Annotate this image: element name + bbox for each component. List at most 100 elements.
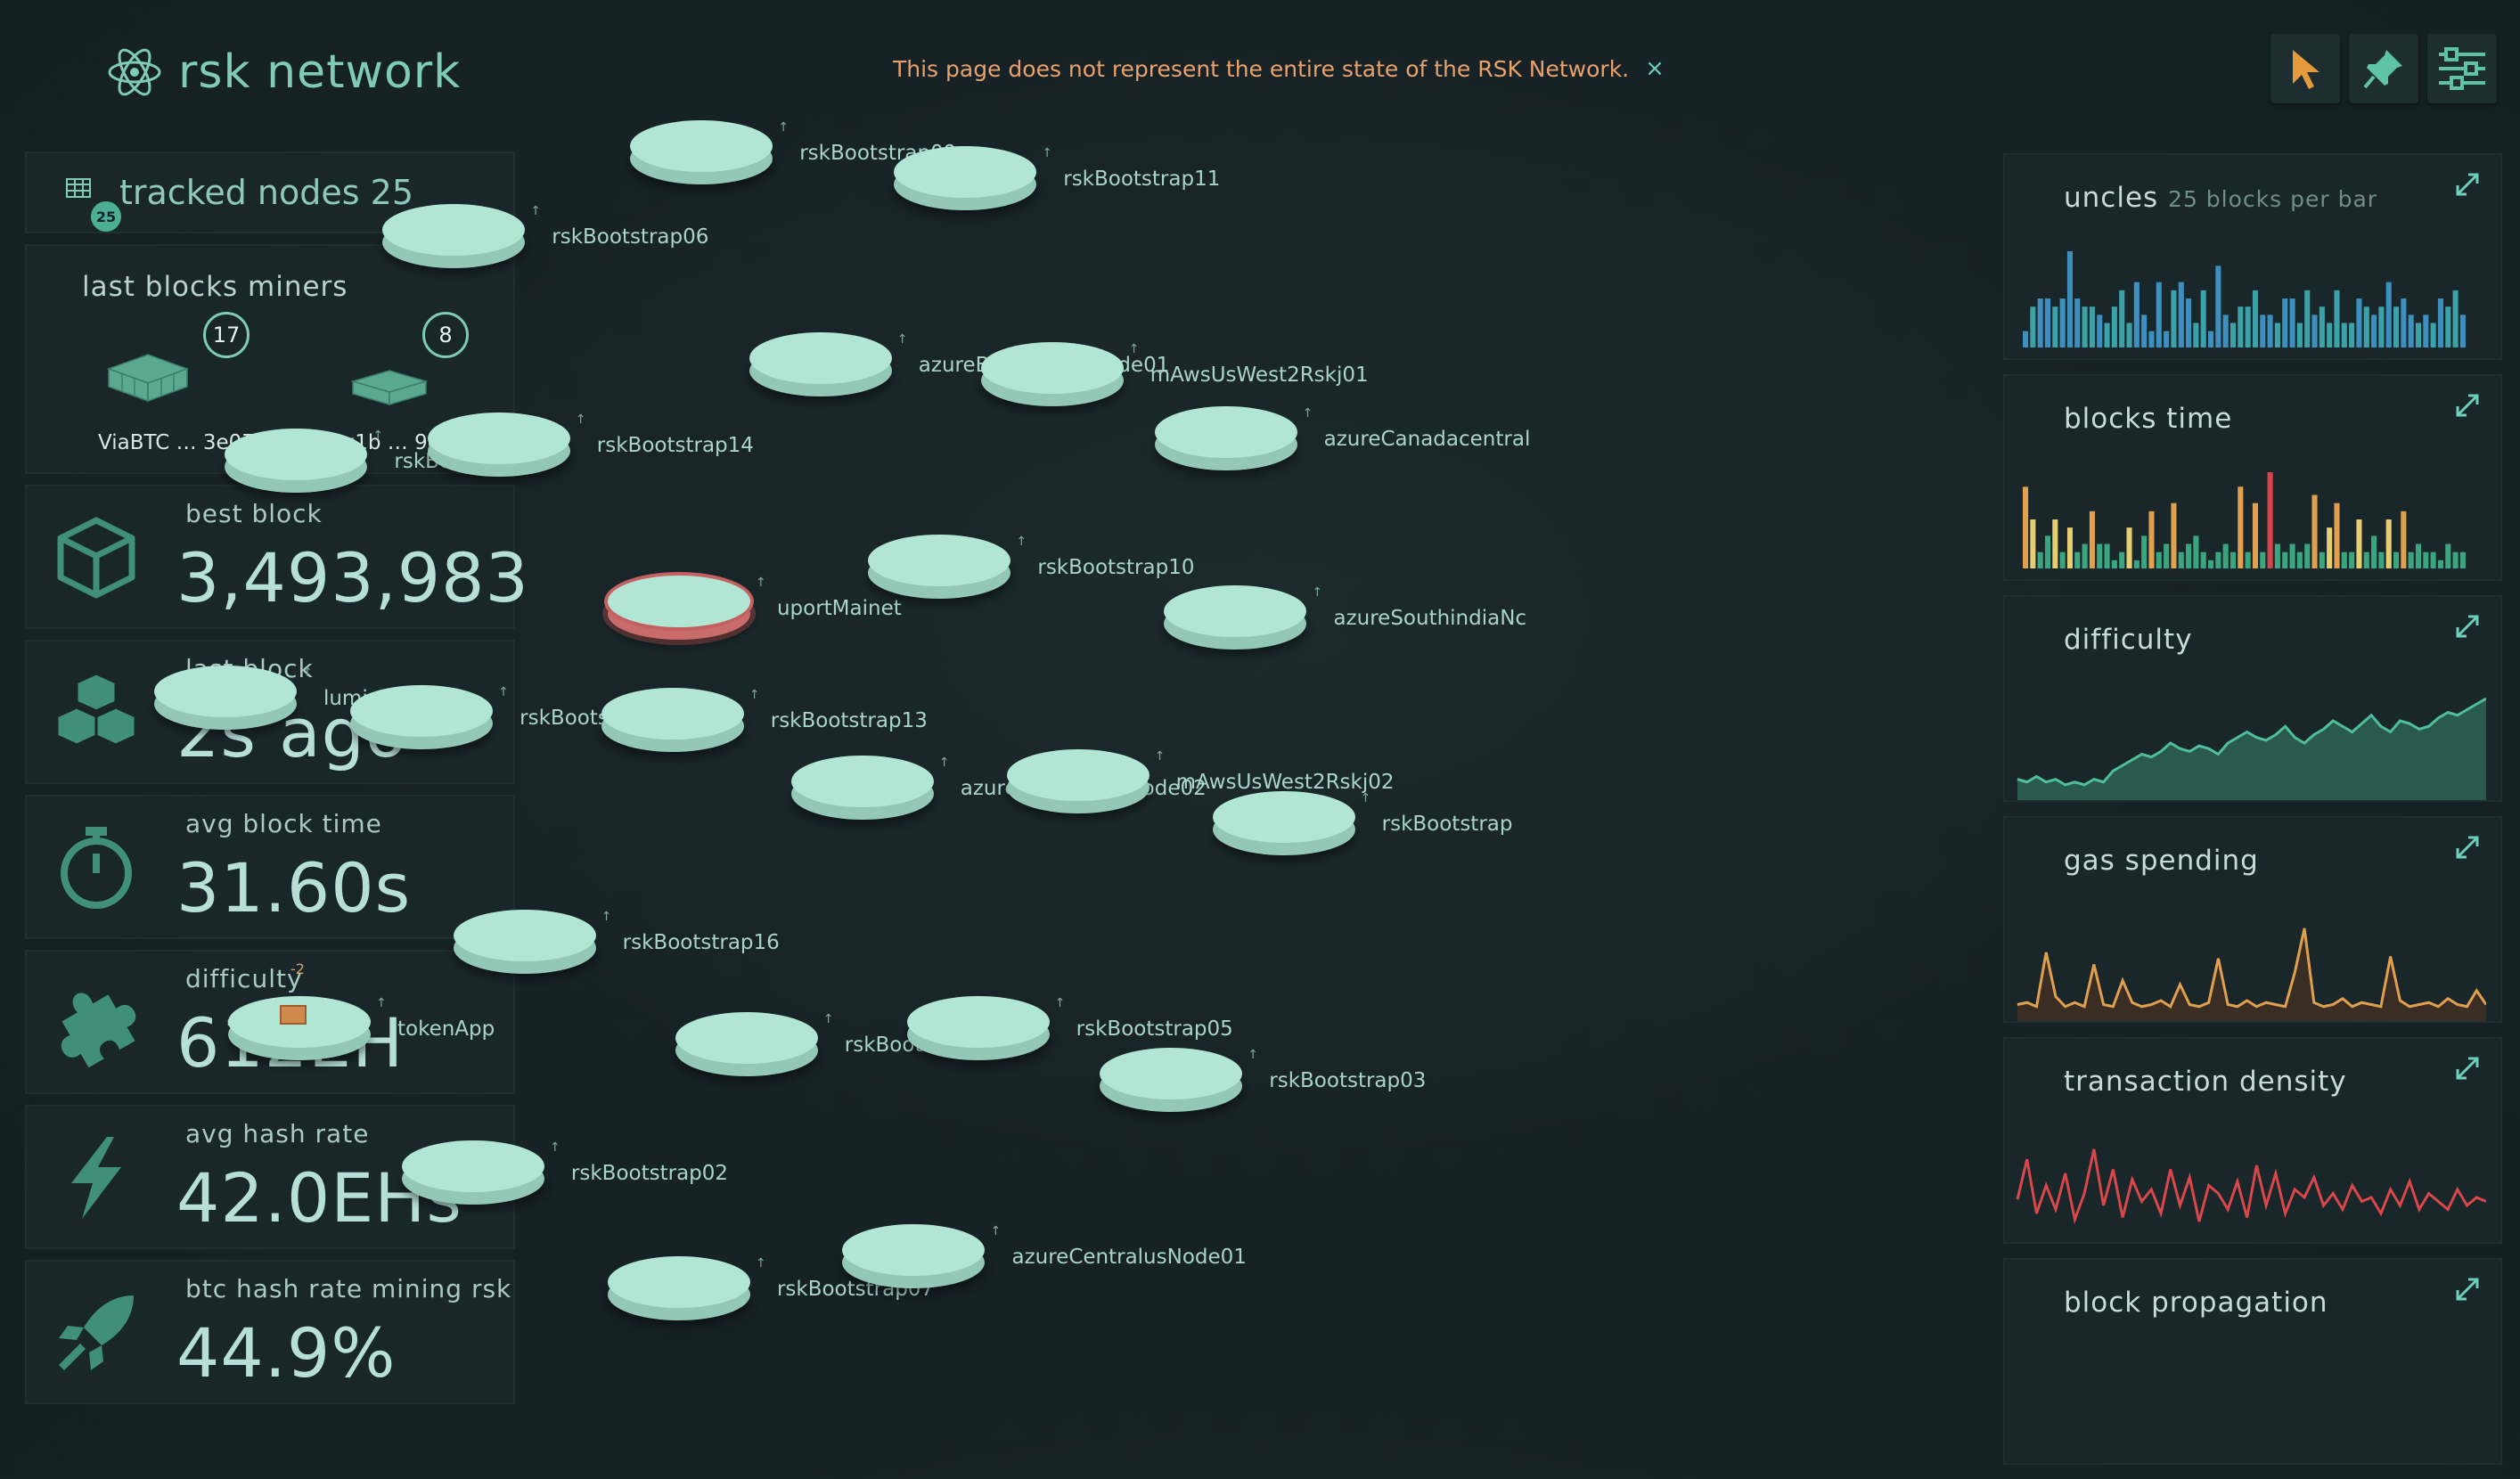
node-label: rskBootstrap16 — [622, 930, 780, 954]
chart-bar — [2415, 543, 2422, 568]
chart-bar — [2289, 298, 2295, 347]
chart-bar — [2267, 315, 2273, 347]
node-tick: ↑ — [375, 996, 387, 1010]
network-node[interactable]: ↑luminorpctest — [153, 666, 465, 731]
node-tick: ↑ — [498, 684, 509, 699]
network-node[interactable]: ↑ rskBootstrap05 — [906, 996, 1233, 1060]
stat-label: best block — [185, 499, 323, 528]
node-label: rskBootstrap10 — [1037, 555, 1195, 579]
chart-bar — [2030, 306, 2036, 347]
chart-title: block propagation — [2064, 1287, 2328, 1319]
network-node[interactable]: ↑ azureCentralusNode01 — [842, 1223, 1247, 1288]
expand-icon[interactable] — [2454, 1276, 2481, 1303]
expand-icon[interactable] — [2454, 613, 2481, 640]
expand-icon[interactable] — [2454, 392, 2481, 419]
chart-bar — [2059, 298, 2066, 347]
chart-bar — [2401, 298, 2407, 347]
network-node[interactable]: ↑ rskBootstrap06 — [382, 203, 708, 268]
chart-bar — [2074, 298, 2081, 347]
chart-bar — [2363, 306, 2369, 347]
network-node[interactable]: ↑azureBrazilsouthNode01 — [749, 331, 1169, 396]
node-tick: ↑ — [990, 1223, 1002, 1238]
chart-bar — [2059, 552, 2066, 568]
node-disc-top — [894, 146, 1037, 198]
network-node[interactable]: ↑ rskBootstrap02 — [401, 1140, 728, 1205]
miner-block-count: 17 — [203, 312, 250, 358]
node-disc-top — [1006, 748, 1150, 801]
network-graph[interactable]: ↑ rskBootstrap09 ↑ rskBootstrap11 ↑ rskBootst… — [153, 98, 1996, 1360]
blocks-time-bar-chart — [2023, 472, 2466, 568]
chart-bar — [2208, 331, 2214, 347]
chart-bar — [2119, 552, 2125, 568]
chart-bar — [2371, 535, 2377, 568]
chart-bar — [2452, 290, 2459, 347]
network-node[interactable]: ↑ rskBootstrap11 — [894, 146, 1220, 210]
node-tick: ↑ — [549, 1140, 560, 1155]
block-package-icon — [279, 1005, 307, 1025]
chart-bar — [2200, 552, 2206, 568]
network-node[interactable]: ↑ rskBootstrap14 — [427, 412, 754, 477]
chart-bar — [2274, 543, 2280, 568]
chart-bar — [2393, 552, 2400, 568]
chart-subtitle: 25 blocks per bar — [2168, 186, 2378, 212]
network-node[interactable]: ↑ rskBootstrap03 — [1100, 1047, 1426, 1112]
node-label: azureCentralusNode01 — [1011, 1245, 1247, 1269]
network-node[interactable]: ↑ rskBootstrap — [1212, 790, 1512, 855]
expand-icon[interactable] — [2454, 1055, 2481, 1082]
stat-value: 44.9% — [176, 1313, 397, 1393]
network-node[interactable]: ↑ mAwsUsWest2Rskj02 — [1006, 748, 1395, 813]
network-node[interactable]: ↑ uportMainet — [607, 576, 902, 641]
node-tick: ↑ — [372, 428, 384, 443]
node-label: rskBootstrap — [1381, 812, 1513, 836]
node-disc-top — [868, 534, 1011, 586]
expand-icon[interactable] — [2454, 834, 2481, 861]
chart-bar — [2245, 306, 2251, 347]
node-tick: ↑ — [1302, 405, 1313, 421]
network-node[interactable]: ↑ rskBootstrap13 — [601, 688, 928, 753]
blocks-stack-icon — [350, 370, 429, 406]
network-node[interactable]: ↑rskBootstrap15 — [675, 1012, 1002, 1076]
chart-bar — [2208, 560, 2214, 568]
network-node[interactable]: ↑ rskBootstrap04 — [350, 684, 676, 749]
chart-bar — [2437, 560, 2443, 568]
node-label: tokenApp — [397, 1017, 495, 1041]
app-logo[interactable]: rsk network — [105, 43, 461, 102]
blocks-stack-icon — [106, 354, 190, 403]
node-label: uportMainet — [776, 597, 902, 621]
uncles-bar-chart — [2023, 251, 2466, 347]
network-node[interactable]: ↑azureSouthindiaNode02 — [790, 756, 1207, 820]
chart-bar — [2437, 298, 2443, 347]
chart-bar — [2052, 519, 2058, 568]
close-notice-button[interactable]: × — [1645, 55, 1665, 82]
node-label: mAwsUsWest2Rskj01 — [1150, 363, 1369, 387]
pin-tool-button[interactable] — [2349, 34, 2418, 103]
chart-bar — [2200, 290, 2206, 347]
network-node[interactable]: ↑ rskBootstrap10 — [868, 534, 1194, 599]
chart-bar — [2378, 552, 2385, 568]
chart-bar — [2445, 543, 2451, 568]
chart-bar — [2074, 552, 2081, 568]
network-node[interactable]: ↑ azureCanadacentral — [1154, 405, 1530, 470]
network-node[interactable]: ↑ mAwsUsWest2Rskj01 — [980, 341, 1369, 406]
node-tick: ↑ — [1128, 341, 1140, 356]
network-node[interactable]: ↑ tokenApp -2 — [227, 960, 495, 1060]
chart-area — [2017, 699, 2486, 800]
chart-bar — [2415, 323, 2422, 347]
chart-line — [2017, 927, 2486, 1009]
chart-bar — [2289, 543, 2295, 568]
left-sidebar: 25 tracked nodes 25 last blocks miners 1… — [25, 151, 528, 1415]
stat-value: 3,493,983 — [176, 538, 529, 617]
chart-bar — [2111, 306, 2117, 347]
network-node[interactable]: ↑rskBootstrap12 — [225, 428, 552, 493]
network-node[interactable]: ↑ rskBootstrap16 — [453, 909, 780, 974]
pointer-tool-button[interactable] — [2270, 34, 2340, 103]
node-disc-top — [427, 412, 570, 464]
network-node[interactable]: ↑ rskBootstrap07 — [607, 1255, 934, 1320]
network-node[interactable]: ↑ rskBootstrap09 — [630, 120, 956, 185]
chart-bar — [2097, 315, 2103, 347]
node-tick: ↑ — [1016, 534, 1027, 549]
network-node[interactable]: ↑ azureSouthindiaNc — [1164, 585, 1526, 650]
settings-tool-button[interactable] — [2427, 34, 2497, 103]
chart-bar — [2430, 323, 2436, 347]
expand-icon[interactable] — [2454, 171, 2481, 198]
